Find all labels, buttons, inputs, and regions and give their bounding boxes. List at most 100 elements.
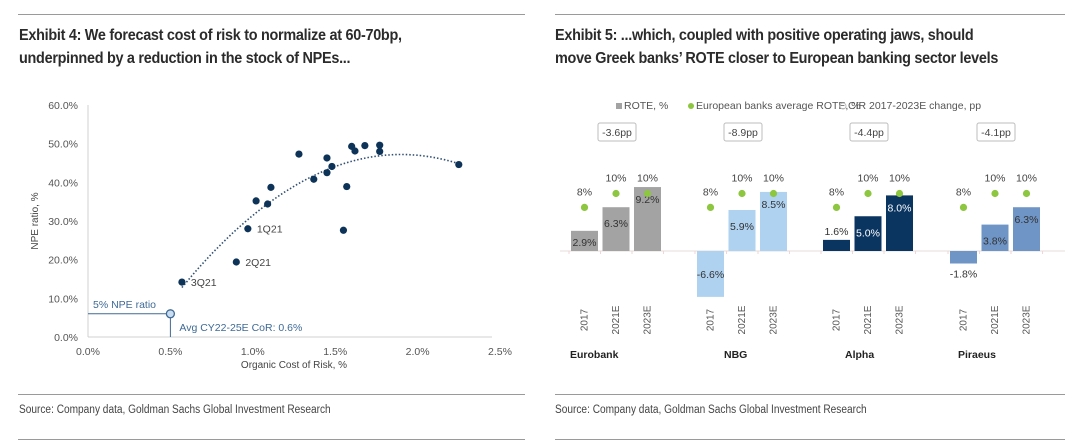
bank-name-label: Eurobank: [570, 349, 619, 361]
year-label: 2017: [959, 308, 970, 331]
rote-bar: [1013, 207, 1040, 251]
cor-annotation: Avg CY22-25E CoR: 0.6%: [179, 322, 302, 334]
rote-bar: [760, 191, 787, 251]
year-label: 2021E: [990, 305, 1001, 334]
year-label: 2017: [580, 308, 591, 331]
exhibit-4-source: Source: Company data, Goldman Sachs Glob…: [19, 404, 331, 416]
eu-average-label: 10%: [984, 173, 1005, 185]
exhibit-4: Exhibit 4: We forecast cost of risk to n…: [0, 0, 540, 442]
point-label: 3Q21: [191, 277, 217, 289]
scatter-point: [178, 278, 186, 286]
year-label: 2023E: [895, 305, 906, 334]
rote-bar: [602, 207, 630, 251]
y-tick-label: 20.0%: [48, 255, 78, 267]
eu-average-label: 10%: [857, 173, 878, 185]
rote-bar: [823, 239, 850, 251]
eu-average-label: 8%: [577, 186, 592, 198]
year-label: 2023E: [769, 305, 780, 334]
rote-bar: [571, 230, 598, 251]
rote-value-label: -6.6%: [697, 269, 724, 281]
cir-change-label: -3.6pp: [602, 127, 632, 139]
eu-average-dot: [643, 189, 652, 198]
source-rule-top: [18, 394, 525, 395]
scatter-point: [244, 225, 252, 233]
legend-label: CIR 2017-2023E change, pp: [848, 100, 981, 112]
rote-value-label: 6.3%: [604, 218, 628, 230]
bar-chart: ROTE, % European banks average ROTE, %CIR…: [560, 100, 1065, 361]
cir-change-badge: [849, 122, 889, 142]
eu-average-dot: [612, 189, 620, 198]
point-label: 1Q21: [257, 224, 283, 236]
legend-label: European banks average ROTE, %: [696, 100, 861, 112]
cir-change-label: -8.9pp: [728, 127, 758, 139]
x-tick-label: 1.5%: [323, 346, 347, 358]
scatter-chart: 0.0% 10.0% 20.0% 30.0% 40.0% 50.0% 60.0% 0.0% 0.…: [30, 100, 512, 371]
y-tick-label: 40.0%: [48, 177, 78, 189]
top-rule: [18, 14, 525, 15]
scatter-point: [455, 160, 463, 169]
point-label: 2Q21: [245, 257, 271, 269]
year-label: 2021E: [611, 305, 622, 334]
rote-bar: [697, 251, 724, 297]
year-label: 2017: [832, 308, 843, 331]
rote-value-label: 5.0%: [856, 227, 880, 239]
eu-average-label: 10%: [605, 173, 626, 185]
cir-change-badge: [976, 122, 1016, 142]
scatter-point: [267, 183, 275, 191]
scatter-point: [339, 226, 348, 234]
eu-average-dot: [991, 189, 999, 198]
rote-bar: [854, 216, 882, 251]
scatter-point: [343, 182, 351, 191]
scatter-point: [295, 150, 303, 158]
scatter-point: [252, 197, 260, 205]
rote-bar: [981, 224, 1009, 251]
eu-average-label: 10%: [763, 173, 784, 185]
source-rule-bottom: [555, 439, 1065, 440]
legend-square-icon: [616, 103, 622, 109]
scatter-point: [376, 147, 384, 155]
source-rule-bottom: [18, 439, 525, 440]
exhibit-4-title-line2: underpinned by a reduction in the stock …: [19, 50, 351, 67]
bank-name-label: NBG: [724, 349, 747, 361]
year-label: 2017: [706, 308, 717, 331]
cir-change-label: -4.4pp: [854, 127, 884, 139]
scatter-point: [376, 141, 384, 149]
cir-change-badge: [597, 122, 637, 142]
x-tick-label: 2.0%: [406, 346, 430, 358]
npe-annotation: 5% NPE ratio: [93, 299, 156, 311]
scatter-point: [323, 154, 331, 162]
eu-average-label: 10%: [637, 173, 658, 185]
exhibit-5-title-line2: move Greek banks’ ROTE closer to Europea…: [555, 50, 999, 67]
year-label: 2021E: [863, 305, 874, 334]
exhibit-4-title-line1: Exhibit 4: We forecast cost of risk to n…: [19, 27, 402, 44]
legend-dot-icon: [688, 103, 694, 109]
top-rule: [555, 14, 1065, 15]
bank-name-label: Piraeus: [958, 349, 996, 361]
eu-average-label: 8%: [829, 186, 844, 198]
y-axis-title: NPE ratio, %: [30, 192, 41, 249]
target-point: [165, 309, 176, 319]
eu-average-label: 8%: [956, 186, 971, 198]
y-tick-label: 0.0%: [54, 332, 78, 344]
eu-average-dot: [959, 203, 968, 211]
bank-name-label: Alpha: [845, 349, 874, 361]
y-tick-label: 50.0%: [48, 139, 78, 151]
eu-average-dot: [832, 203, 841, 211]
source-rule-top: [555, 394, 1065, 395]
exhibit-5-source: Source: Company data, Goldman Sachs Glob…: [555, 404, 867, 416]
scatter-point: [264, 200, 272, 208]
rote-bar: [950, 251, 977, 264]
eu-average-label: 10%: [889, 173, 910, 185]
legend-label: ROTE, %: [624, 100, 668, 112]
year-label: 2023E: [1022, 305, 1033, 334]
y-tick-label: 60.0%: [48, 100, 78, 112]
eu-average-label: 10%: [1016, 173, 1037, 185]
scatter-point: [361, 142, 369, 150]
trendline: [181, 153, 460, 289]
x-tick-label: 0.0%: [76, 346, 100, 358]
rote-bar: [886, 195, 913, 251]
scatter-point: [323, 169, 331, 177]
rote-value-label: 1.6%: [825, 226, 849, 238]
eu-average-dot: [864, 189, 872, 198]
cir-change-label: -4.1pp: [981, 127, 1011, 139]
